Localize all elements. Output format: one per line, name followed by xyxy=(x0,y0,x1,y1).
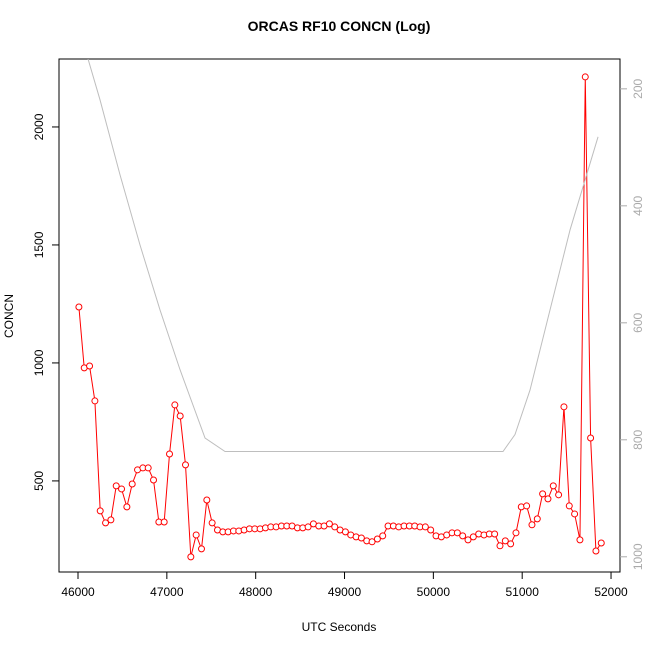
y2-tick-label: 400 xyxy=(631,195,645,215)
data-point xyxy=(544,495,552,503)
data-point xyxy=(357,534,365,542)
data-point xyxy=(469,533,477,541)
data-point xyxy=(176,412,184,420)
x-tick-label: 47000 xyxy=(150,585,184,599)
x-tick-label: 46000 xyxy=(61,585,95,599)
y2-tick-label: 1000 xyxy=(631,543,645,570)
data-point xyxy=(501,537,509,545)
data-point xyxy=(597,539,605,547)
data-point xyxy=(75,303,83,311)
data-point xyxy=(187,553,195,561)
data-point xyxy=(459,532,467,540)
data-point xyxy=(379,532,387,540)
data-point xyxy=(512,529,520,537)
data-point xyxy=(208,519,216,527)
data-point xyxy=(112,482,120,490)
data-point xyxy=(528,521,536,529)
x-tick-label: 49000 xyxy=(328,585,362,599)
data-point xyxy=(565,502,573,510)
data-point xyxy=(91,397,99,405)
data-point xyxy=(421,523,429,531)
data-point xyxy=(496,542,504,550)
data-point xyxy=(325,520,333,528)
y-tick-label: 2000 xyxy=(32,113,46,140)
data-point xyxy=(507,540,515,548)
data-point xyxy=(587,434,595,442)
data-point xyxy=(453,529,461,537)
data-point xyxy=(464,536,472,544)
series-line xyxy=(87,59,599,453)
data-point xyxy=(592,547,600,555)
x-tick-label: 48000 xyxy=(239,585,273,599)
data-point xyxy=(96,507,104,515)
x-tick-label: 52000 xyxy=(594,585,628,599)
data-point xyxy=(192,531,200,539)
data-point xyxy=(304,523,312,531)
data-point xyxy=(523,502,531,510)
data-point xyxy=(491,530,499,538)
data-point xyxy=(576,536,584,544)
data-point xyxy=(107,516,115,524)
data-point xyxy=(533,515,541,523)
data-point xyxy=(331,523,339,531)
data-point xyxy=(150,476,158,484)
data-point xyxy=(373,535,381,543)
y2-tick-label: 600 xyxy=(631,312,645,332)
data-point xyxy=(368,538,376,546)
data-point xyxy=(171,401,179,409)
data-point xyxy=(144,464,152,472)
data-point xyxy=(160,518,168,526)
y-axis-label: CONCN xyxy=(2,294,16,338)
data-point xyxy=(86,362,94,370)
data-point xyxy=(197,545,205,553)
data-point xyxy=(539,490,547,498)
data-point xyxy=(102,519,110,527)
x-axis-label: UTC Seconds xyxy=(302,620,377,634)
plot-area xyxy=(75,59,605,561)
y2-tick-label: 200 xyxy=(631,79,645,99)
chart-title: ORCAS RF10 CONCN (Log) xyxy=(248,18,431,34)
data-point xyxy=(166,450,174,458)
y2-tick-label: 800 xyxy=(631,429,645,449)
data-point xyxy=(571,510,579,518)
series-line xyxy=(78,76,602,558)
data-point xyxy=(555,491,563,499)
data-point xyxy=(203,496,211,504)
plot-frame xyxy=(58,58,621,573)
y-tick-label: 500 xyxy=(32,471,46,491)
x-tick-label: 50000 xyxy=(417,585,451,599)
data-point xyxy=(123,503,131,511)
data-point xyxy=(427,526,435,534)
x-tick-label: 51000 xyxy=(506,585,540,599)
y-tick-label: 1000 xyxy=(32,349,46,376)
data-point xyxy=(341,528,349,536)
data-point xyxy=(118,485,126,493)
y-tick-label: 1500 xyxy=(32,231,46,258)
data-point xyxy=(128,480,136,488)
data-point xyxy=(549,482,557,490)
data-point xyxy=(182,461,190,469)
data-point xyxy=(581,73,589,81)
data-point xyxy=(560,403,568,411)
